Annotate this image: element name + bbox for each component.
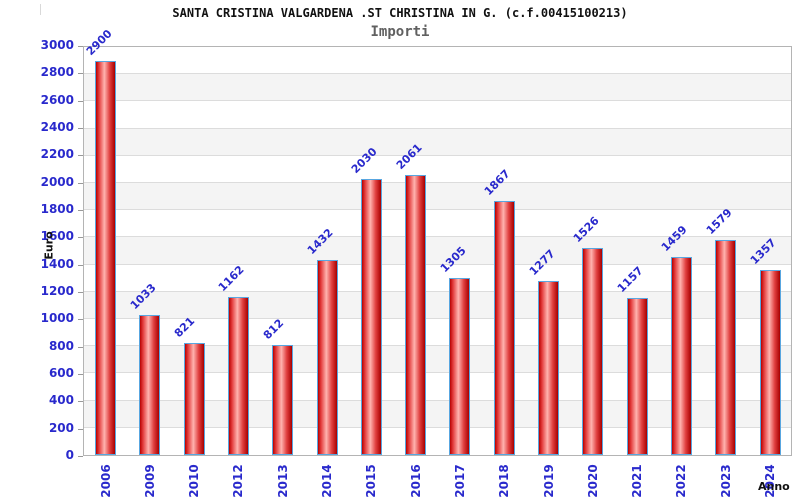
bar-2023 (715, 240, 737, 455)
y-tick-label: 400 (48, 393, 74, 408)
x-tick-label-2014: 2014 (320, 464, 334, 498)
plot-area: 2900 1033 821 1162 812 1432 2030 2061 1305 1867 12… (83, 27, 792, 456)
chart-subtitle: Importi (370, 24, 430, 40)
y-tick-label: 200 (48, 420, 74, 435)
bar-2021 (626, 297, 648, 455)
x-tick-label-2010: 2010 (187, 464, 202, 498)
y-tick-label: 0 (65, 448, 74, 462)
y-tick-mark (78, 374, 83, 375)
y-tick-label: 2400 (40, 120, 74, 134)
y-tick-mark (78, 128, 83, 129)
x-tick-label-2021: 2021 (630, 464, 645, 498)
bar-2010 (183, 343, 205, 455)
y-tick-mark (78, 292, 83, 293)
y-tick-mark (78, 182, 83, 184)
bar-2016 (405, 174, 427, 455)
y-tick-mark (78, 401, 83, 403)
y-tick-mark (78, 46, 83, 47)
y-tick-mark (78, 456, 83, 457)
x-tick-label-2022: 2022 (674, 464, 689, 498)
y-tick-label: 3000 (40, 38, 74, 52)
bar-2017 (449, 277, 471, 455)
bar-2012 (227, 297, 249, 455)
y-tick-mark (78, 264, 83, 266)
y-tick-label: 800 (48, 338, 74, 353)
grid-band (84, 128, 791, 156)
y-tick-mark (78, 155, 83, 157)
x-tick-label-2012: 2012 (231, 464, 246, 498)
y-tick-label: 1800 (40, 202, 74, 216)
grid-band (84, 183, 791, 211)
y-tick-label: 2000 (40, 174, 74, 189)
x-tick-label-2019: 2019 (541, 464, 556, 498)
y-tick-label: 1600 (40, 229, 74, 244)
y-tick-label: 600 (48, 366, 74, 380)
y-tick-mark (78, 100, 83, 102)
y-tick-label: 1000 (40, 311, 74, 326)
bar-2014 (316, 260, 338, 455)
grid-band (84, 210, 791, 238)
grid-band (84, 74, 791, 102)
grid-band (84, 155, 791, 183)
y-tick-mark (78, 319, 83, 321)
y-tick-mark (78, 346, 83, 348)
bar-2019 (538, 281, 559, 455)
x-tick-label-2023: 2023 (718, 464, 733, 498)
grid-band (84, 47, 791, 75)
chart-title: SANTA CRISTINA VALGARDENA .ST CHRISTINA … (172, 6, 628, 20)
bar-2022 (670, 256, 692, 455)
bar-2018 (493, 201, 515, 455)
y-tick-mark (78, 237, 83, 239)
bar-2013 (272, 344, 294, 455)
corner-tick-artifact (40, 4, 41, 15)
x-tick-label-2009: 2009 (142, 464, 157, 498)
bar-2006 (95, 60, 116, 455)
bar-2020 (582, 247, 604, 455)
y-tick-mark (78, 210, 83, 211)
bar-2024 (759, 270, 781, 455)
x-tick-label-2018: 2018 (497, 464, 512, 498)
y-tick-label: 2800 (40, 65, 74, 80)
x-tick-label-2015: 2015 (364, 464, 379, 498)
x-tick-label-2020: 2020 (585, 464, 600, 498)
x-tick-label-2017: 2017 (452, 464, 467, 498)
y-tick-label: 1400 (40, 256, 74, 271)
y-axis-title: Euro (42, 231, 56, 260)
y-tick-mark (78, 73, 83, 75)
y-tick-label: 1200 (40, 284, 74, 298)
y-tick-label: 2600 (40, 92, 74, 107)
y-tick-label: 2200 (40, 147, 74, 162)
x-tick-label-2013: 2013 (275, 464, 290, 498)
bar-2009 (139, 314, 161, 455)
bar-2015 (360, 178, 382, 455)
grid-band (84, 101, 791, 129)
x-axis-title: Anno (758, 480, 790, 493)
x-tick-label-2006: 2006 (98, 464, 113, 498)
y-tick-mark (78, 428, 83, 430)
x-tick-label-2016: 2016 (408, 464, 423, 498)
